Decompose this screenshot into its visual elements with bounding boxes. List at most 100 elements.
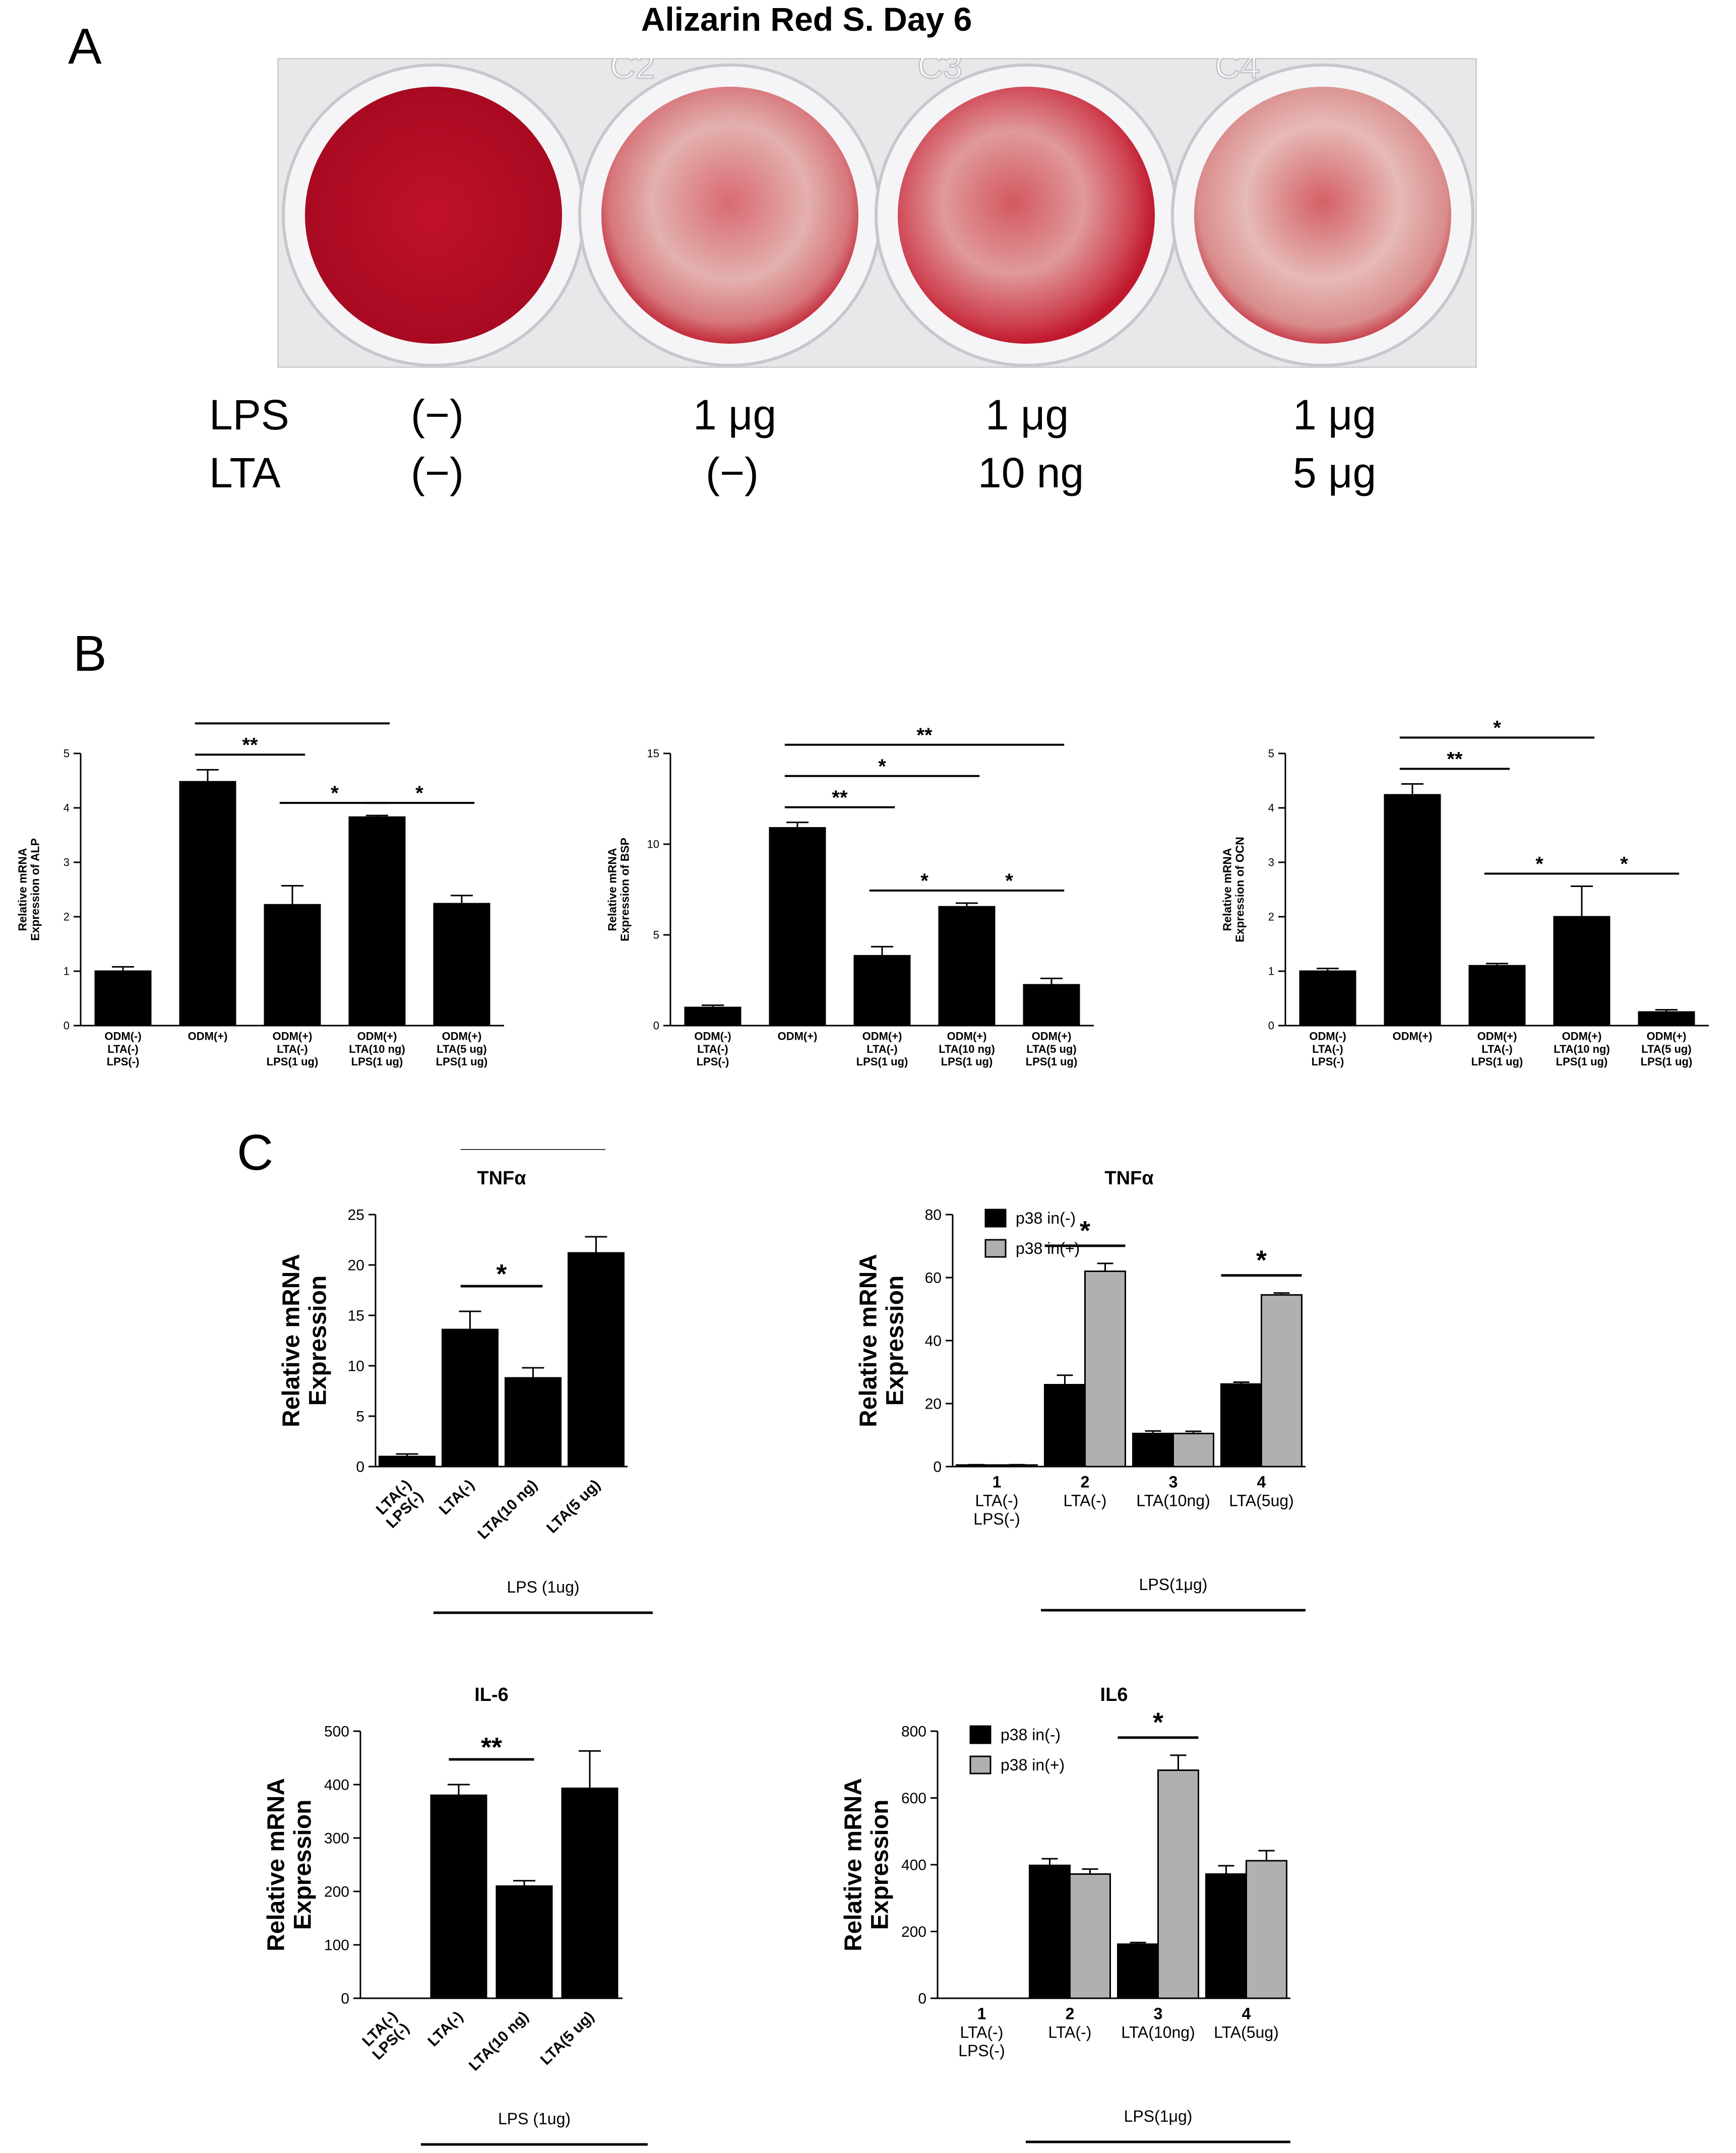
row-label-lps: LPS bbox=[209, 391, 289, 438]
y-tick-label: 800 bbox=[901, 1724, 926, 1740]
bar-p38-minus bbox=[1117, 1943, 1159, 1999]
x-category-label: ODM(+) bbox=[947, 1030, 987, 1043]
well-label-c4: C4 bbox=[1215, 58, 1260, 86]
significance-marker: * bbox=[878, 755, 886, 778]
y-tick-label: 2 bbox=[1268, 911, 1274, 923]
y-tick-label: 5 bbox=[1268, 747, 1274, 760]
y-tick-label: 25 bbox=[348, 1207, 364, 1224]
bar-p38-plus bbox=[1084, 1271, 1126, 1468]
y-tick-label: 5 bbox=[653, 929, 659, 941]
y-tick-label: 2 bbox=[64, 911, 70, 923]
significance-marker: * bbox=[496, 1259, 507, 1289]
x-category-label-line: LTA(5 ug) bbox=[537, 2008, 597, 2068]
lps-value-4: 1 μg bbox=[1293, 391, 1377, 438]
bar bbox=[505, 1377, 562, 1468]
legend-swatch bbox=[984, 1209, 1007, 1228]
x-category-label: 4 bbox=[1242, 2005, 1251, 2023]
y-tick-label: 4 bbox=[1268, 802, 1274, 814]
chart-title: TNFα bbox=[477, 1168, 526, 1189]
x-category-label: ODM(+) bbox=[778, 1030, 818, 1043]
x-category-label: ODM(-) bbox=[1309, 1030, 1346, 1043]
bar bbox=[1384, 794, 1441, 1027]
y-axis-label-line: Relative mRNA bbox=[278, 1254, 305, 1427]
bar bbox=[442, 1328, 499, 1468]
x-category-label: LTA(-) bbox=[436, 1477, 478, 1518]
x-category-label: LTA(10ng) bbox=[1121, 2023, 1195, 2041]
chart-title: IL-6 bbox=[474, 1684, 509, 1705]
chart-bsp: 0 5 10 15 Relative mRNAExpression of BSP ODM(… bbox=[605, 724, 1094, 1068]
bar bbox=[1023, 984, 1080, 1027]
x-category-label: ODM(+) bbox=[1562, 1030, 1602, 1043]
x-category-label: LPS(1 ug) bbox=[1026, 1055, 1078, 1068]
x-category-label: LTA(10 ng) bbox=[466, 2008, 532, 2074]
x-category-label: LTA(5 ug) bbox=[437, 1043, 486, 1055]
x-category-label: LTA(5ug) bbox=[1229, 1491, 1294, 1509]
significance-marker: * bbox=[1535, 853, 1543, 875]
lps-value-2: 1 μg bbox=[693, 391, 777, 438]
x-category-label: LPS(1 ug) bbox=[1471, 1055, 1523, 1068]
y-tick-label: 10 bbox=[647, 838, 659, 851]
bar bbox=[568, 1252, 625, 1468]
y-tick-label: 0 bbox=[653, 1020, 659, 1032]
y-tick-label: 500 bbox=[324, 1724, 349, 1740]
y-tick-label: 80 bbox=[925, 1207, 942, 1224]
x-category-label: ODM(+) bbox=[862, 1030, 902, 1043]
x-category-label-line: LTA(10 ng) bbox=[474, 1477, 540, 1543]
well-1-stain bbox=[305, 87, 562, 344]
bar-p38-plus bbox=[1246, 1860, 1287, 1999]
y-tick-label: 0 bbox=[918, 1991, 926, 2007]
y-tick-label: 1 bbox=[1268, 965, 1274, 978]
y-axis-label-line: Relative mRNA bbox=[263, 1778, 290, 1951]
well-2-stain bbox=[601, 87, 858, 344]
y-tick-label: 1 bbox=[64, 965, 70, 978]
x-category-label: LTA(5 ug) bbox=[1641, 1043, 1691, 1055]
x-category-label: LPS(1 ug) bbox=[267, 1055, 319, 1068]
y-axis-label-line: Expression of ALP bbox=[29, 838, 42, 941]
y-axis-label: Relative mRNAExpression bbox=[855, 1254, 909, 1427]
y-axis-label-line: Relative mRNA bbox=[605, 848, 618, 931]
group-label: LPS (1ug) bbox=[498, 2110, 571, 2128]
significance-marker: * bbox=[1256, 1245, 1267, 1276]
y-tick-label: 5 bbox=[64, 747, 70, 760]
significance-marker: ** bbox=[916, 724, 933, 746]
y-tick-label: 0 bbox=[64, 1020, 70, 1032]
y-tick-label: 0 bbox=[933, 1459, 942, 1476]
x-category-label: 3 bbox=[1154, 2005, 1163, 2023]
x-category-label: ODM(+) bbox=[442, 1030, 482, 1043]
x-category-label: LPS(1 ug) bbox=[351, 1055, 403, 1068]
y-tick-label: 40 bbox=[925, 1333, 942, 1350]
x-category-label: LPS(-) bbox=[1312, 1055, 1344, 1068]
significance-marker: ** bbox=[1447, 748, 1463, 770]
x-category-label: ODM(+) bbox=[273, 1030, 313, 1043]
x-category-label: LTA(-) bbox=[1048, 2023, 1092, 2041]
x-category-label: 1 bbox=[977, 2005, 986, 2023]
y-tick-label: 0 bbox=[341, 1991, 349, 2007]
x-category-label: LPS(1 ug) bbox=[941, 1055, 993, 1068]
culture-plate-photo: C2 C3 C4 bbox=[277, 58, 1477, 368]
bar bbox=[495, 1885, 553, 1999]
x-category-label-line: LTA(5 ug) bbox=[543, 1477, 603, 1537]
y-axis-label-line: Relative mRNA bbox=[1220, 848, 1233, 931]
significance-marker: ** bbox=[522, 1149, 543, 1152]
y-tick-label: 0 bbox=[356, 1459, 364, 1476]
y-tick-label: 20 bbox=[348, 1257, 364, 1274]
significance-marker: * bbox=[920, 870, 928, 892]
x-category-label: LTA(-)LPS(-) bbox=[371, 1477, 426, 1532]
x-category-label: ODM(+) bbox=[357, 1030, 397, 1043]
x-category-label: 1 bbox=[993, 1473, 1002, 1491]
y-tick-label: 15 bbox=[348, 1308, 364, 1324]
y-axis-label: Relative mRNAExpression bbox=[278, 1254, 332, 1427]
chart-il6-p38: IL6 0 200 400 600 800 Relative mRNAExpression 1… bbox=[840, 1684, 1290, 2143]
x-category-label-line: LTA(10 ng) bbox=[466, 2008, 532, 2074]
bar bbox=[430, 1794, 487, 1999]
y-tick-label: 400 bbox=[901, 1857, 926, 1874]
bar bbox=[264, 904, 321, 1027]
x-category-label: LTA(-) bbox=[424, 2008, 466, 2050]
x-category-label: LTA(5 ug) bbox=[537, 2008, 597, 2068]
y-axis-label: Relative mRNAExpression of OCN bbox=[1220, 837, 1246, 942]
chart-alp: 0 1 2 3 4 5 Relative mRNAExpression of ALP ODM(… bbox=[16, 721, 504, 1068]
legend-swatch bbox=[984, 1239, 1007, 1258]
lta-value-3: 10 ng bbox=[978, 449, 1084, 496]
x-category-label: LTA(-) bbox=[1064, 1491, 1107, 1509]
x-category-label: LTA(10 ng) bbox=[474, 1477, 540, 1543]
